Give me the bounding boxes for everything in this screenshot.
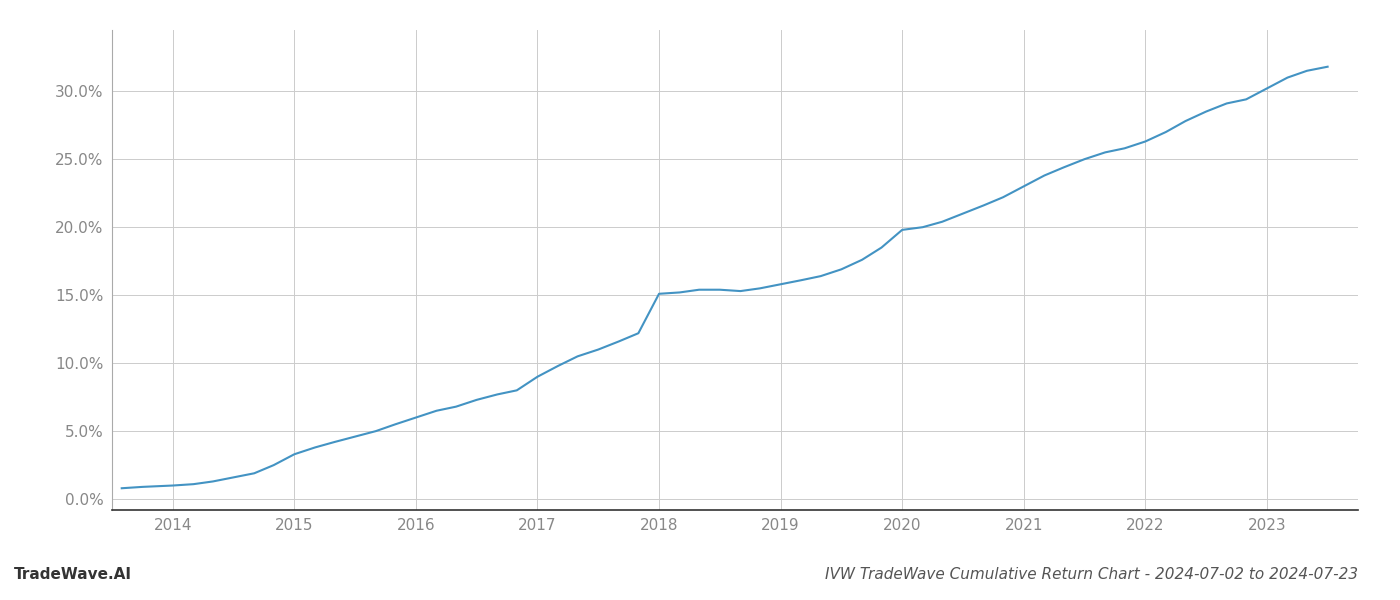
Text: IVW TradeWave Cumulative Return Chart - 2024-07-02 to 2024-07-23: IVW TradeWave Cumulative Return Chart - … <box>825 567 1358 582</box>
Text: TradeWave.AI: TradeWave.AI <box>14 567 132 582</box>
